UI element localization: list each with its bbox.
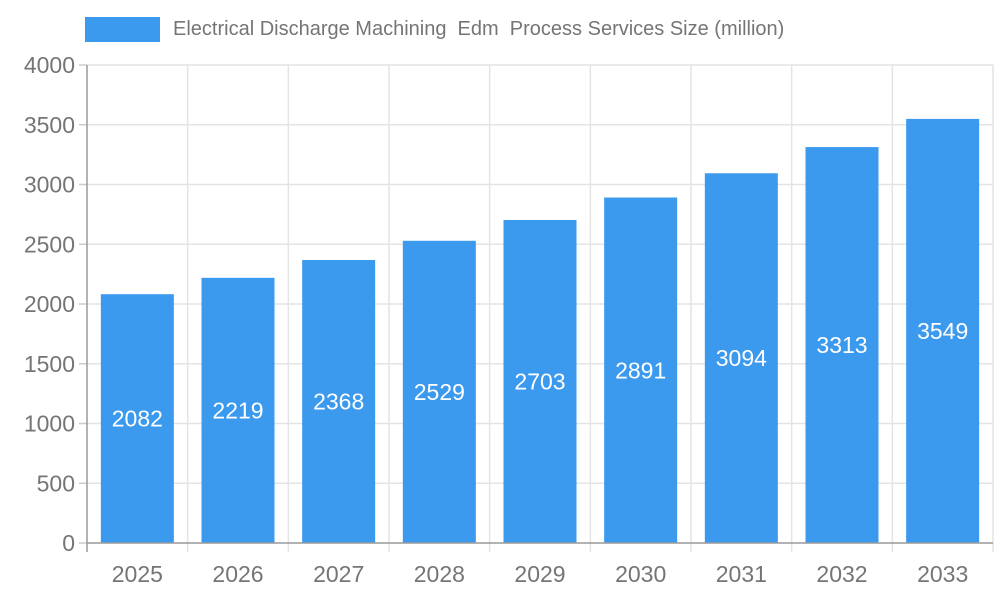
y-tick-label: 2500	[24, 231, 75, 257]
bar-value-label: 2891	[615, 357, 666, 383]
x-tick-label: 2030	[615, 561, 666, 587]
y-tick-label: 500	[37, 470, 75, 496]
bar[interactable]	[100, 294, 174, 543]
x-tick-label: 2032	[816, 561, 867, 587]
y-tick-label: 1500	[24, 351, 75, 377]
x-tick-label: 2031	[716, 561, 767, 587]
bar-value-label: 3549	[917, 318, 968, 344]
bar[interactable]	[805, 147, 879, 543]
bar-value-label: 2703	[514, 369, 565, 395]
x-tick-label: 2033	[917, 561, 968, 587]
bar[interactable]	[604, 197, 678, 543]
y-tick-label: 0	[62, 530, 75, 556]
y-tick-label: 4000	[24, 52, 75, 78]
bar[interactable]	[302, 260, 376, 543]
bar-value-label: 3313	[816, 332, 867, 358]
bar-value-label: 2529	[414, 379, 465, 405]
x-tick-label: 2029	[514, 561, 565, 587]
bar-value-label: 3094	[716, 345, 767, 371]
y-tick-label: 2000	[24, 291, 75, 317]
legend: Electrical Discharge Machining Edm Proce…	[85, 16, 784, 42]
y-tick-label: 3500	[24, 112, 75, 138]
legend-label: Electrical Discharge Machining Edm Proce…	[173, 17, 785, 40]
x-tick-label: 2026	[212, 561, 263, 587]
bar-value-label: 2368	[313, 389, 364, 415]
x-tick-label: 2027	[313, 561, 364, 587]
y-tick-label: 1000	[24, 411, 75, 437]
x-tick-label: 2025	[112, 561, 163, 587]
bar[interactable]	[201, 277, 275, 543]
bar[interactable]	[402, 240, 476, 544]
bar[interactable]	[503, 219, 577, 543]
bar-value-label: 2219	[212, 397, 263, 423]
y-tick-label: 3000	[24, 172, 75, 198]
legend-swatch	[85, 16, 160, 42]
bar[interactable]	[704, 173, 778, 543]
bar-value-label: 2082	[112, 406, 163, 432]
x-tick-label: 2028	[414, 561, 465, 587]
bar[interactable]	[906, 118, 980, 543]
